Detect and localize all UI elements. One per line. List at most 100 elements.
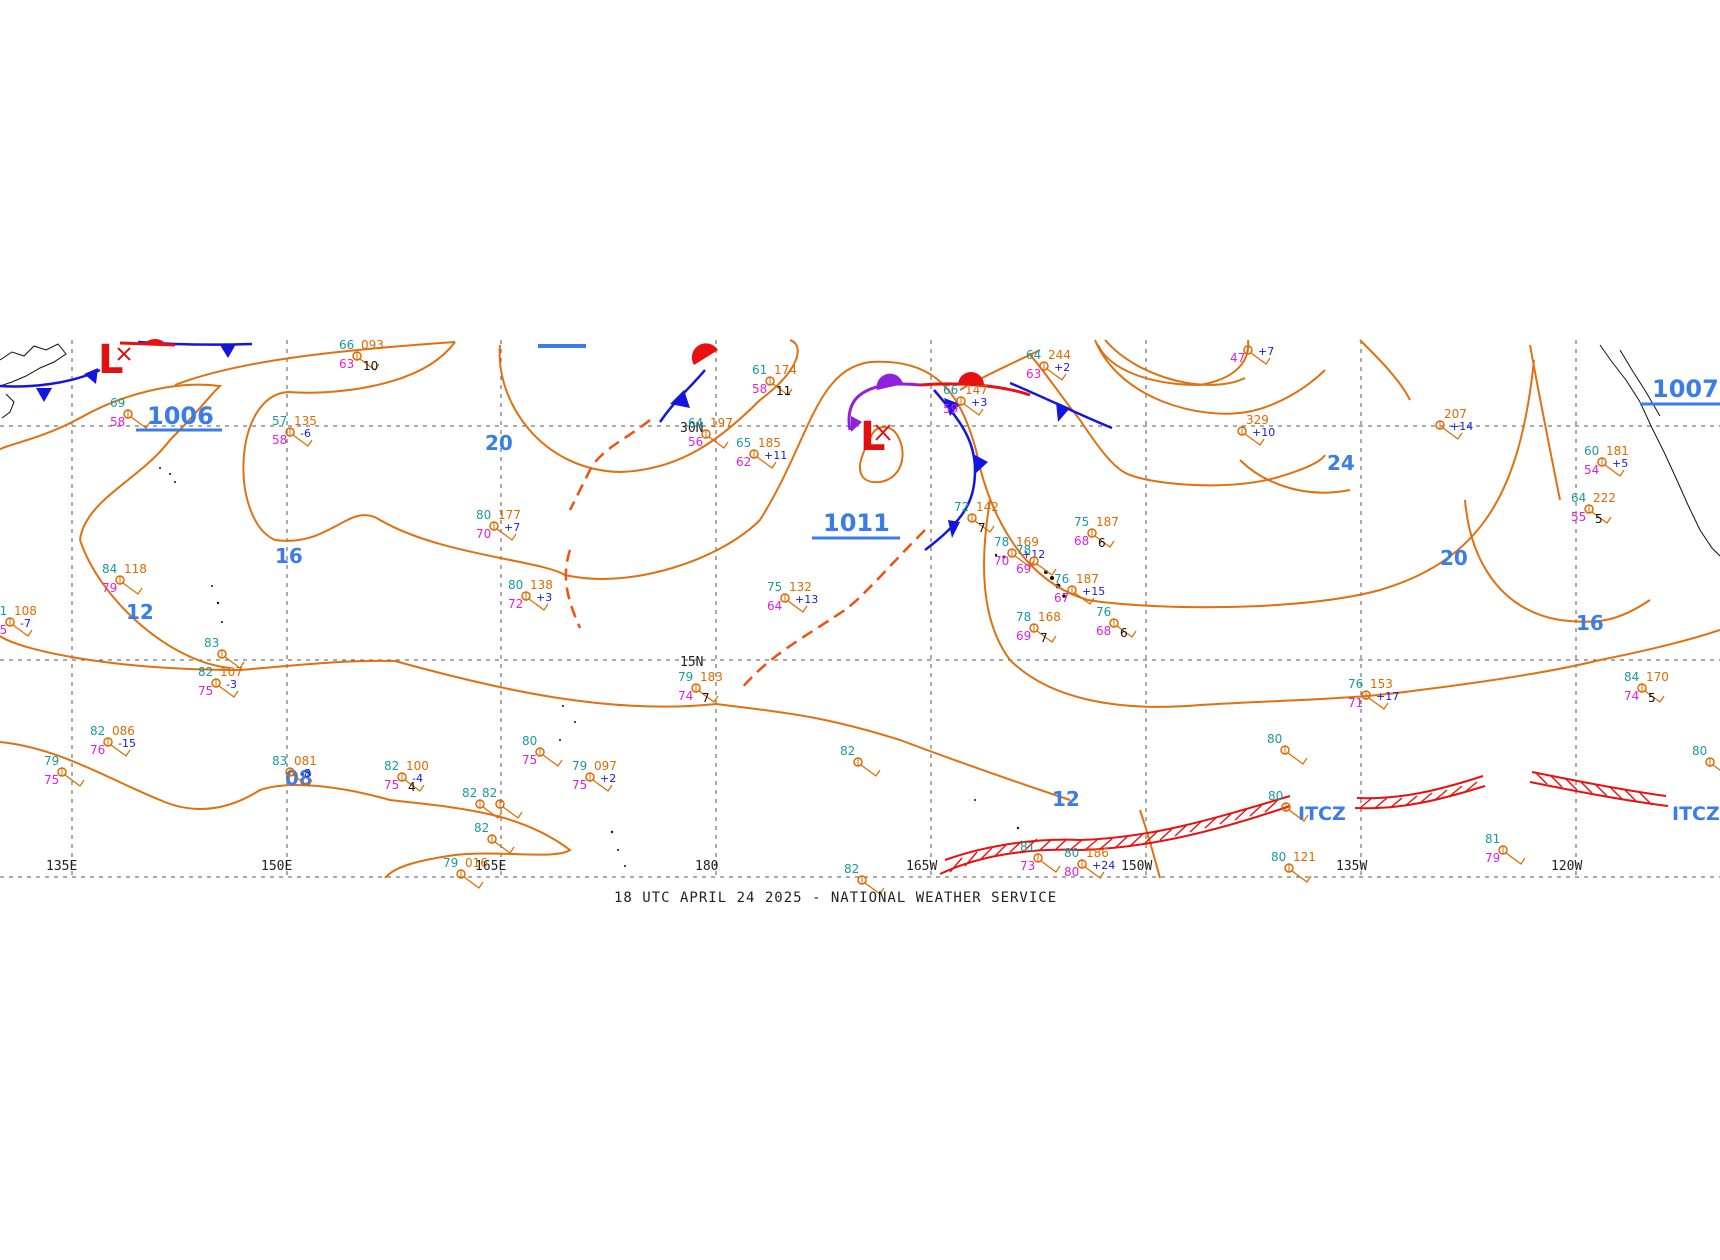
station-dewpoint: 58 xyxy=(752,382,767,396)
station-dewpoint: 72 xyxy=(508,597,523,611)
station-plot: 76 153 71 +17 xyxy=(1348,677,1399,710)
station-temperature: 76 xyxy=(1096,605,1111,619)
wind-barb-icon xyxy=(110,744,131,757)
station-visibility: 11 xyxy=(776,384,791,398)
station-dewpoint: 54 xyxy=(1584,463,1599,477)
station-temperature: 84 xyxy=(102,562,117,576)
station-temperature: 80 xyxy=(508,578,523,592)
station-pressure-tendency: -15 xyxy=(118,737,136,750)
station-temperature: 76 xyxy=(1054,572,1069,586)
wind-barb-icon xyxy=(224,656,245,669)
itcz-label: ITCZ xyxy=(1672,803,1720,825)
wind-barb-icon xyxy=(502,806,523,819)
station-plot: 60 181 54 +5 xyxy=(1584,444,1629,477)
wind-barb-icon xyxy=(1250,352,1271,365)
wind-barb-icon xyxy=(756,456,777,469)
wind-barb-icon xyxy=(1604,464,1625,477)
station-dewpoint: 76 xyxy=(90,743,105,757)
wind-barb-icon xyxy=(698,690,719,703)
lat-label: 15N xyxy=(680,655,703,670)
station-pressure: 177 xyxy=(498,508,521,522)
cold-fronts xyxy=(0,340,1113,551)
station-temperature: 80 xyxy=(522,734,537,748)
lon-label: 165E xyxy=(475,859,506,874)
station-plot: 82 xyxy=(462,786,503,819)
station-visibility: 7 xyxy=(978,521,986,535)
station-pressure-tendency: +2 xyxy=(1054,361,1070,374)
station-temperature: 76 xyxy=(1348,677,1363,691)
wind-barb-icon xyxy=(542,754,563,767)
station-temperature: 64 xyxy=(1026,348,1041,362)
low-symbol: L xyxy=(98,337,124,383)
station-visibility: 7 xyxy=(1040,631,1048,645)
station-pressure-tendency: +7 xyxy=(504,521,520,534)
station-plot: 47 +7 xyxy=(1230,345,1274,365)
station-dewpoint: 59 xyxy=(943,402,958,416)
station-pressure-tendency: +12 xyxy=(1022,548,1045,561)
station-plot: 82 107 75 -3 xyxy=(198,665,243,698)
station-dewpoint: 75 xyxy=(44,773,59,787)
station-dewpoint: 69 xyxy=(1016,562,1031,576)
map-footer: 18 UTC APRIL 24 2025 - NATIONAL WEATHER … xyxy=(614,890,1057,906)
station-temperature: 80 xyxy=(476,508,491,522)
station-pressure-tendency: +2 xyxy=(600,772,616,785)
pressure-center-label: 1006 xyxy=(147,402,214,430)
wind-barb-icon xyxy=(218,685,239,698)
wind-barb-icon xyxy=(496,528,517,541)
station-pressure: 169 xyxy=(1016,535,1039,549)
station-dewpoint: 75 xyxy=(384,778,399,792)
wind-barb-icon xyxy=(404,779,425,792)
isobar-label: 16 xyxy=(275,544,303,568)
station-visibility: 5 xyxy=(1595,512,1603,526)
station-pressure-tendency: +14 xyxy=(1450,420,1473,433)
station-pressure: 147 xyxy=(965,383,988,397)
station-pressure: 187 xyxy=(1096,515,1119,529)
station-temperature: 60 xyxy=(1584,444,1599,458)
station-temperature: 82 xyxy=(462,786,477,800)
station-pressure: 100 xyxy=(406,759,429,773)
station-pressure-tendency: +15 xyxy=(1082,585,1105,598)
station-plot: 81 108 75 -7 xyxy=(0,604,37,637)
wind-barb-icon xyxy=(292,434,313,447)
wind-barb-icon xyxy=(359,358,380,371)
station-pressure: 207 xyxy=(1444,407,1467,421)
wind-barb-icon xyxy=(1014,555,1035,568)
isobar-label: 12 xyxy=(126,600,154,624)
wind-barb-icon xyxy=(1036,630,1057,643)
station-plot: 80 xyxy=(1692,744,1720,771)
station-temperature: 83 xyxy=(204,636,219,650)
isobar-label: 20 xyxy=(485,431,513,455)
lon-label: 165W xyxy=(906,859,937,874)
station-visibility: 7 xyxy=(702,691,710,705)
wind-barb-icon xyxy=(1046,368,1067,381)
station-plot: 84 118 79 xyxy=(102,562,147,595)
station-pressure-tendency: +10 xyxy=(1252,426,1275,439)
station-pressure: 222 xyxy=(1593,491,1616,505)
station-dewpoint: 79 xyxy=(102,581,117,595)
lat-lon-grid xyxy=(0,340,1720,878)
station-pressure: 329 xyxy=(1246,413,1269,427)
station-plots: 69585713558-666093631084118798110875-783… xyxy=(0,338,1720,895)
station-temperature: 80 xyxy=(1268,789,1283,803)
station-dewpoint: 68 xyxy=(1096,624,1111,638)
station-plot: 83 xyxy=(204,636,245,669)
station-pressure: 107 xyxy=(220,665,243,679)
station-temperature: 83 xyxy=(272,754,287,768)
station-plot: 64 244 63 +2 xyxy=(1026,348,1071,381)
low-pressure-center-central: L xyxy=(860,414,891,460)
station-plot: 80 xyxy=(1267,732,1308,765)
station-temperature: 80 xyxy=(1267,732,1282,746)
wind-barb-icon xyxy=(1116,625,1137,638)
wind-barb-icon xyxy=(1040,860,1061,873)
station-temperature: 82 xyxy=(198,665,213,679)
pressure-center-label: 1011 xyxy=(823,509,890,537)
station-dewpoint: 63 xyxy=(339,357,354,371)
station-plot: 80 121 xyxy=(1271,850,1316,883)
occluded-front xyxy=(847,373,921,432)
wind-barb-icon xyxy=(974,520,995,533)
station-temperature: 81 xyxy=(1020,840,1035,854)
station-temperature: 81 xyxy=(0,604,7,618)
